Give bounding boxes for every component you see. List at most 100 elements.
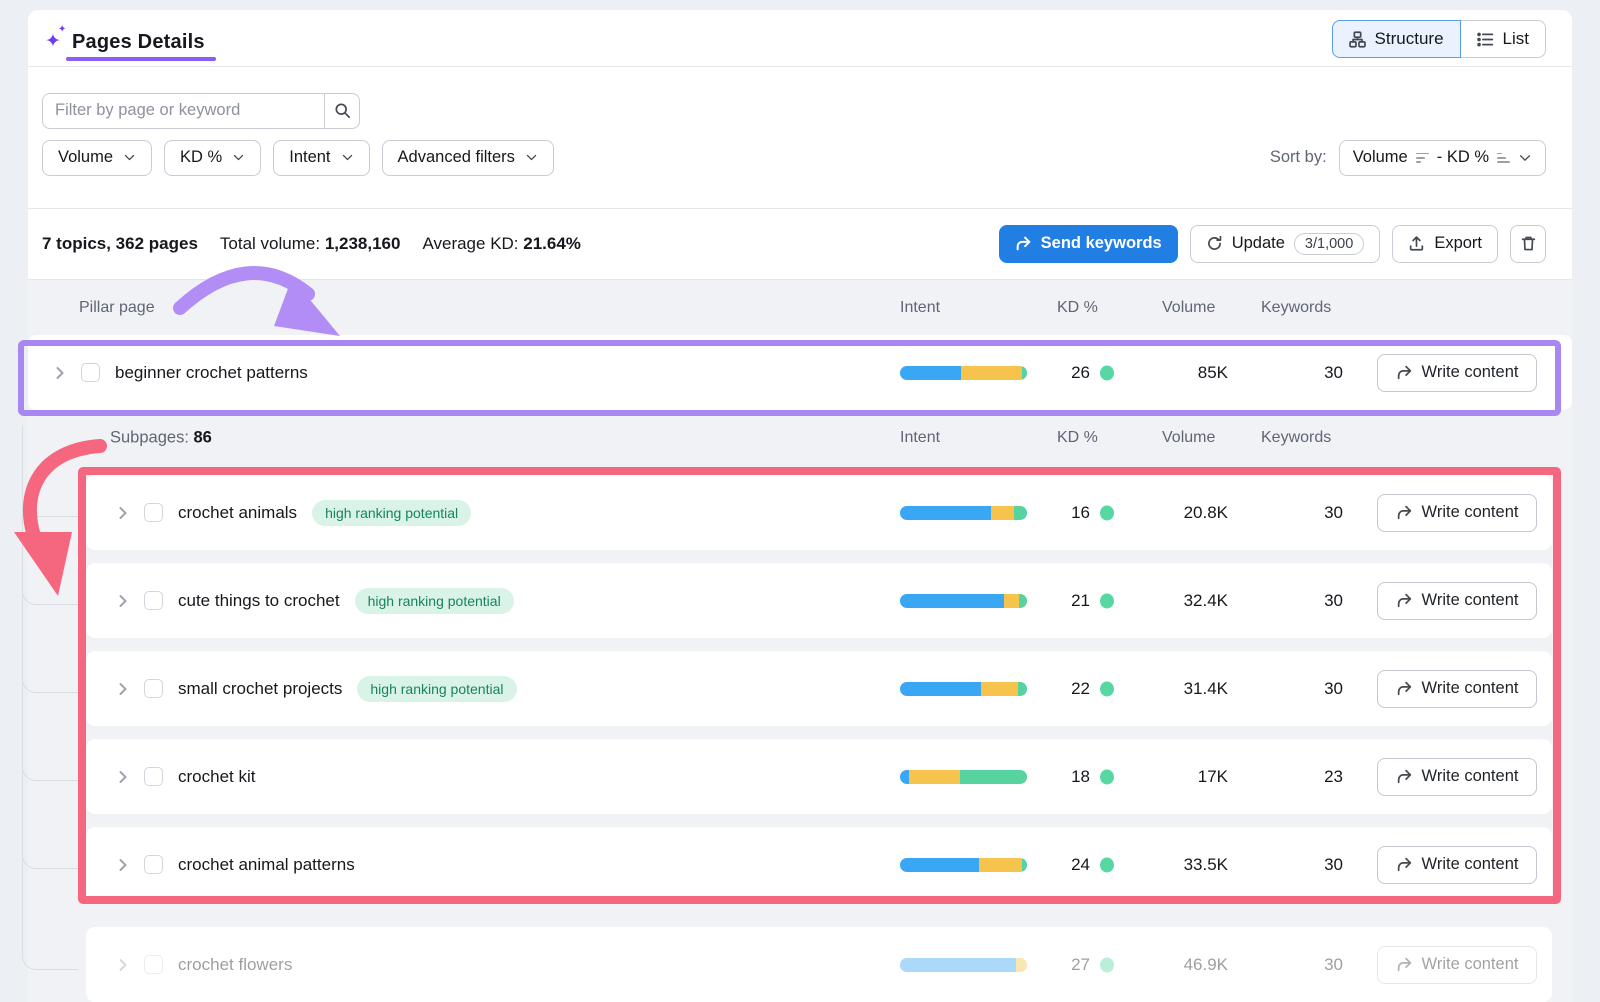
row-checkbox[interactable] (144, 955, 163, 974)
search-input[interactable] (42, 92, 324, 129)
keywords-value: 30 (1324, 590, 1343, 610)
keywords-value: 30 (1324, 854, 1343, 874)
topics-pages-count: 7 topics, 362 pages (42, 233, 198, 253)
column-volume: Volume (1162, 428, 1216, 446)
write-content-label: Write content (1421, 363, 1519, 381)
subpage-row: cute things to crochet high ranking pote… (28, 563, 1572, 638)
sitemap-icon (1348, 30, 1366, 48)
title-wrap: ✦ ✦ Pages Details (42, 24, 211, 54)
list-label: List (1502, 29, 1529, 48)
subpage-row-card (86, 651, 1552, 726)
write-content-button[interactable]: Write content (1377, 353, 1537, 392)
write-content-button[interactable]: Write content (1377, 669, 1537, 708)
delete-button[interactable] (1510, 224, 1546, 263)
export-icon (1410, 236, 1424, 251)
expand-chevron-icon[interactable] (52, 365, 68, 381)
volume-value: 20.8K (1183, 502, 1228, 522)
send-arrow-icon (1016, 236, 1031, 251)
write-arrow-icon (1397, 593, 1411, 608)
pillar-page-name: beginner crochet patterns (115, 362, 308, 382)
stats-bar: 7 topics, 362 pages Total volume: 1,238,… (28, 209, 1572, 279)
write-content-label: Write content (1421, 955, 1519, 973)
volume-value: 46.9K (1183, 954, 1228, 974)
intent-filter-dropdown[interactable]: Intent (273, 139, 370, 176)
structure-view-button[interactable]: Structure (1331, 20, 1461, 58)
write-content-button[interactable]: Write content (1377, 493, 1537, 532)
ranking-potential-badge: high ranking potential (357, 675, 517, 702)
sort-by-label: Sort by: (1269, 148, 1327, 167)
intent-bar (900, 505, 1027, 520)
volume-filter-dropdown[interactable]: Volume (42, 139, 153, 176)
expand-chevron-icon[interactable] (115, 857, 131, 873)
kd-value: 27 (1071, 954, 1090, 974)
write-content-button[interactable]: Write content (1377, 945, 1537, 984)
subpage-name: crochet flowers (178, 954, 293, 974)
column-intent: Intent (900, 428, 941, 446)
tree-connector (22, 425, 78, 970)
subpages-count: Subpages: 86 (110, 428, 212, 446)
column-keywords: Keywords (1261, 298, 1332, 316)
write-content-label: Write content (1421, 767, 1519, 785)
expand-chevron-icon[interactable] (115, 593, 131, 609)
kd-filter-dropdown[interactable]: KD % (164, 139, 262, 176)
intent-bar (900, 857, 1027, 872)
subpage-row-card (86, 739, 1552, 814)
advanced-filters-dropdown[interactable]: Advanced filters (381, 139, 554, 176)
kd-status-dot (1100, 681, 1114, 696)
sort-by-select[interactable]: Volume - KD % (1338, 139, 1546, 176)
intent-bar (900, 681, 1027, 696)
expand-chevron-icon[interactable] (115, 957, 131, 973)
export-button[interactable]: Export (1392, 224, 1498, 263)
search-button[interactable] (324, 92, 360, 129)
expand-chevron-icon[interactable] (115, 769, 131, 785)
panel-header: ✦ ✦ Pages Details Structure List (28, 10, 1572, 67)
subpage-row-faded: crochet flowers 27 46.9K 30 Write conten… (28, 927, 1572, 1002)
subpage-row-card (86, 563, 1552, 638)
kd-status-dot (1100, 769, 1114, 784)
pages-table: Pillar page Intent KD % Volume Keywords … (28, 279, 1572, 1002)
column-keywords: Keywords (1261, 428, 1332, 446)
ranking-potential-badge: high ranking potential (312, 499, 472, 526)
trash-icon (1521, 236, 1535, 251)
intent-filter-label: Intent (289, 148, 331, 167)
sort-ascending-icon (1497, 152, 1510, 163)
row-checkbox[interactable] (144, 855, 163, 874)
list-view-button[interactable]: List (1459, 20, 1546, 58)
column-kd: KD % (1057, 428, 1098, 446)
row-checkbox[interactable] (144, 503, 163, 522)
total-volume: Total volume: 1,238,160 (219, 233, 401, 253)
send-keywords-button[interactable]: Send keywords (998, 224, 1178, 263)
list-icon (1476, 32, 1493, 46)
sort-primary-value: Volume (1352, 148, 1408, 167)
expand-chevron-icon[interactable] (115, 505, 131, 521)
write-content-button[interactable]: Write content (1377, 581, 1537, 620)
chevron-down-icon (342, 155, 352, 161)
write-content-button[interactable]: Write content (1377, 757, 1537, 796)
kd-status-dot (1100, 593, 1114, 608)
update-button[interactable]: Update 3/1,000 (1189, 224, 1381, 263)
write-content-label: Write content (1421, 855, 1519, 873)
row-checkbox[interactable] (81, 363, 100, 382)
kd-value: 18 (1071, 766, 1090, 786)
kd-value: 26 (1071, 362, 1090, 382)
row-checkbox[interactable] (144, 767, 163, 786)
kd-value: 24 (1071, 854, 1090, 874)
write-arrow-icon (1397, 957, 1411, 972)
row-checkbox[interactable] (144, 591, 163, 610)
kd-value: 16 (1071, 502, 1090, 522)
intent-bar (900, 593, 1027, 608)
subpage-name: crochet animal patterns (178, 854, 355, 874)
subpage-name: crochet animals (178, 502, 298, 522)
subpage-row: crochet animal patterns 24 33.5K 30 Writ… (28, 827, 1572, 902)
row-checkbox[interactable] (144, 679, 163, 698)
sort-secondary-value: - KD % (1436, 148, 1489, 167)
column-kd: KD % (1057, 298, 1098, 316)
chevron-down-icon (124, 155, 135, 161)
kd-status-dot (1100, 505, 1114, 520)
kd-status-dot (1100, 857, 1114, 872)
column-intent: Intent (900, 298, 941, 316)
expand-chevron-icon[interactable] (115, 681, 131, 697)
keywords-value: 30 (1324, 678, 1343, 698)
column-header-row: Pillar page Intent KD % Volume Keywords (28, 280, 1572, 335)
write-content-button[interactable]: Write content (1377, 845, 1537, 884)
